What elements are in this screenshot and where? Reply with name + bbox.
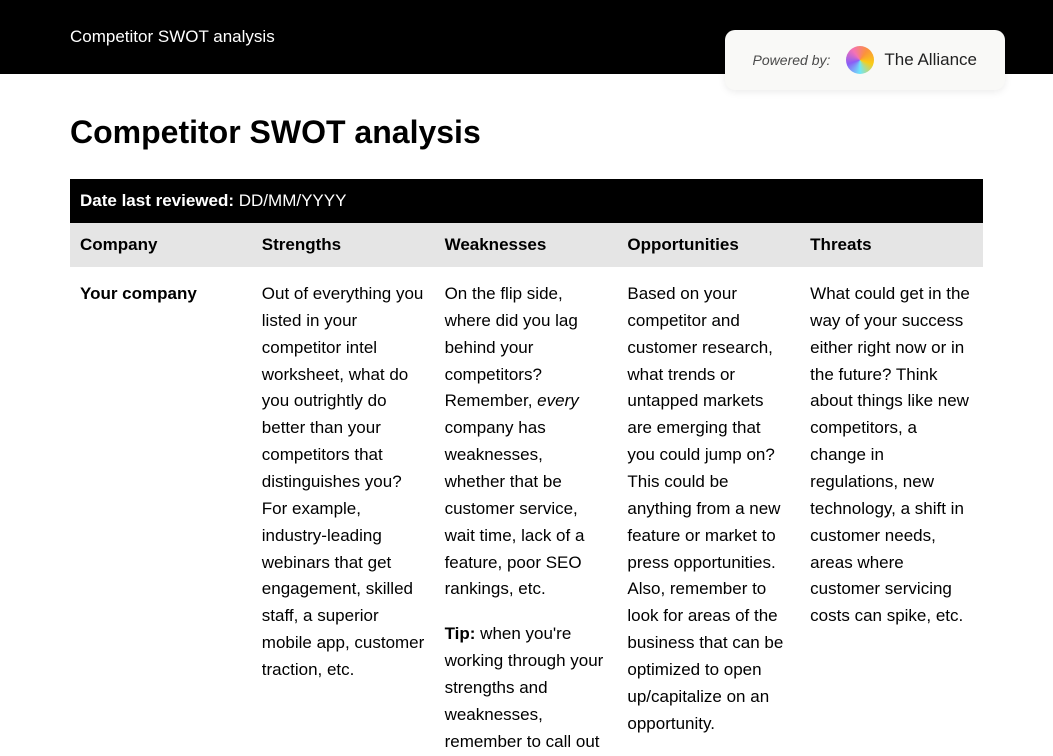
powered-by-label: Powered by:	[753, 52, 831, 68]
table-row: Your company Out of everything you liste…	[70, 267, 983, 756]
date-last-reviewed-bar: Date last reviewed: DD/MM/YYYY	[70, 179, 983, 223]
content-area: Competitor SWOT analysis Date last revie…	[0, 74, 1053, 756]
topbar-title: Competitor SWOT analysis	[70, 27, 275, 47]
cell-strengths: Out of everything you listed in your com…	[252, 267, 435, 756]
table-header-row: Company Strengths Weaknesses Opportuniti…	[70, 223, 983, 267]
date-label: Date last reviewed:	[80, 191, 234, 210]
brand-name: The Alliance	[884, 50, 977, 70]
cell-threats: What could get in the way of your succes…	[800, 267, 983, 756]
col-header-strengths: Strengths	[252, 223, 435, 267]
weaknesses-em: every	[537, 391, 579, 410]
cell-opportunities: Based on your competitor and customer re…	[617, 267, 800, 756]
cell-weaknesses: On the flip side, where did you lag behi…	[435, 267, 618, 756]
brand-logo: The Alliance	[846, 46, 977, 74]
weaknesses-post: company has weaknesses, whether that be …	[445, 418, 585, 598]
page-title: Competitor SWOT analysis	[70, 114, 983, 151]
swot-table: Company Strengths Weaknesses Opportuniti…	[70, 223, 983, 756]
cell-company: Your company	[70, 267, 252, 756]
brand-logo-icon	[846, 46, 874, 74]
col-header-weaknesses: Weaknesses	[435, 223, 618, 267]
col-header-company: Company	[70, 223, 252, 267]
col-header-threats: Threats	[800, 223, 983, 267]
col-header-opportunities: Opportunities	[617, 223, 800, 267]
tip-label: Tip:	[445, 624, 476, 643]
date-value: DD/MM/YYYY	[239, 191, 347, 210]
powered-by-card: Powered by: The Alliance	[725, 30, 1005, 90]
